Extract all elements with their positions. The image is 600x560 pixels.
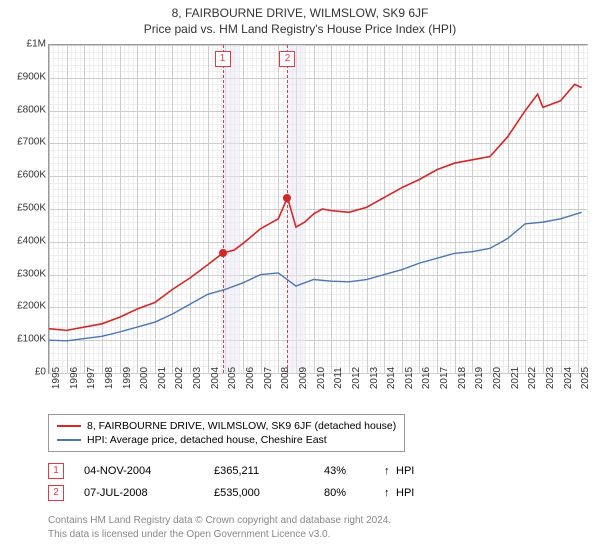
sale-hpi-label: HPI xyxy=(396,465,426,477)
x-axis-label: 2009 xyxy=(298,367,309,389)
sale-marker-2: 2 xyxy=(48,485,64,501)
y-axis-label: £200K xyxy=(6,301,46,312)
marker-box-1: 1 xyxy=(215,51,231,67)
legend-label-property: 8, FAIRBOURNE DRIVE, WILMSLOW, SK9 6JF (… xyxy=(87,420,396,432)
chart-title: 8, FAIRBOURNE DRIVE, WILMSLOW, SK9 6JF xyxy=(0,0,600,20)
x-axis-label: 2019 xyxy=(474,367,485,389)
x-axis-label: 2017 xyxy=(439,367,450,389)
x-axis-label: 2000 xyxy=(139,367,150,389)
marker-line xyxy=(223,45,224,373)
x-axis-label: 2025 xyxy=(580,367,591,389)
x-axis-label: 2006 xyxy=(245,367,256,389)
x-axis-label: 2016 xyxy=(421,367,432,389)
chart-subtitle: Price paid vs. HM Land Registry's House … xyxy=(0,20,600,40)
legend-swatch-property xyxy=(57,425,81,427)
marker-line xyxy=(287,45,288,373)
y-axis-label: £300K xyxy=(6,268,46,279)
sales-row: 1 04-NOV-2004 £365,211 43% ↑ HPI xyxy=(48,460,426,482)
sale-marker-1: 1 xyxy=(48,463,64,479)
y-axis-label: £100K xyxy=(6,334,46,345)
y-axis-label: £0 xyxy=(6,367,46,378)
y-axis-label: £900K xyxy=(6,71,46,82)
x-axis-label: 2010 xyxy=(316,367,327,389)
chart-container: 8, FAIRBOURNE DRIVE, WILMSLOW, SK9 6JF P… xyxy=(0,0,600,560)
x-axis-label: 2005 xyxy=(227,367,238,389)
legend-label-hpi: HPI: Average price, detached house, Ches… xyxy=(87,434,327,446)
x-axis-label: 1996 xyxy=(69,367,80,389)
series-line-property xyxy=(49,84,582,330)
x-axis-label: 1997 xyxy=(86,367,97,389)
x-axis-label: 2023 xyxy=(545,367,556,389)
x-axis-label: 2008 xyxy=(280,367,291,389)
sale-dot xyxy=(219,249,227,257)
x-axis-label: 2024 xyxy=(563,367,574,389)
x-axis-label: 2020 xyxy=(492,367,503,389)
y-axis-label: £800K xyxy=(6,104,46,115)
y-axis-label: £500K xyxy=(6,203,46,214)
x-axis-label: 2004 xyxy=(210,367,221,389)
x-axis-label: 2007 xyxy=(263,367,274,389)
sale-price: £535,000 xyxy=(214,487,324,499)
x-axis-label: 2012 xyxy=(351,367,362,389)
x-axis-label: 2022 xyxy=(527,367,538,389)
sales-table: 1 04-NOV-2004 £365,211 43% ↑ HPI 2 07-JU… xyxy=(48,460,426,504)
x-axis-label: 1998 xyxy=(104,367,115,389)
sale-pct: 80% xyxy=(324,487,384,499)
sale-hpi-label: HPI xyxy=(396,487,426,499)
legend-item-hpi: HPI: Average price, detached house, Ches… xyxy=(57,433,396,447)
x-axis-label: 2011 xyxy=(333,367,344,389)
footer-line2: This data is licensed under the Open Gov… xyxy=(48,528,391,542)
up-arrow-icon: ↑ xyxy=(384,465,396,477)
x-axis-label: 2021 xyxy=(510,367,521,389)
x-axis-label: 1999 xyxy=(122,367,133,389)
sale-date: 04-NOV-2004 xyxy=(84,465,214,477)
sale-dot xyxy=(283,194,291,202)
x-axis-label: 2013 xyxy=(369,367,380,389)
legend-swatch-hpi xyxy=(57,439,81,441)
y-axis-label: £600K xyxy=(6,170,46,181)
y-axis-label: £700K xyxy=(6,137,46,148)
legend-item-property: 8, FAIRBOURNE DRIVE, WILMSLOW, SK9 6JF (… xyxy=(57,419,396,433)
chart-lines-svg xyxy=(49,45,587,373)
x-axis-label: 2018 xyxy=(457,367,468,389)
sale-price: £365,211 xyxy=(214,465,324,477)
x-axis-label: 2014 xyxy=(386,367,397,389)
marker-box-2: 2 xyxy=(279,51,295,67)
series-line-hpi xyxy=(49,212,582,341)
legend-box: 8, FAIRBOURNE DRIVE, WILMSLOW, SK9 6JF (… xyxy=(48,414,405,452)
chart-plot-area: 12 xyxy=(48,44,588,374)
x-axis-label: 1995 xyxy=(51,367,62,389)
x-axis-label: 2002 xyxy=(174,367,185,389)
x-axis-label: 2015 xyxy=(404,367,415,389)
up-arrow-icon: ↑ xyxy=(384,487,396,499)
footer-line1: Contains HM Land Registry data © Crown c… xyxy=(48,514,391,528)
x-axis-label: 2003 xyxy=(192,367,203,389)
sale-date: 07-JUL-2008 xyxy=(84,487,214,499)
y-axis-label: £1M xyxy=(6,39,46,50)
y-axis-label: £400K xyxy=(6,235,46,246)
sale-pct: 43% xyxy=(324,465,384,477)
x-axis-label: 2001 xyxy=(157,367,168,389)
sales-row: 2 07-JUL-2008 £535,000 80% ↑ HPI xyxy=(48,482,426,504)
footer-attribution: Contains HM Land Registry data © Crown c… xyxy=(48,514,391,541)
